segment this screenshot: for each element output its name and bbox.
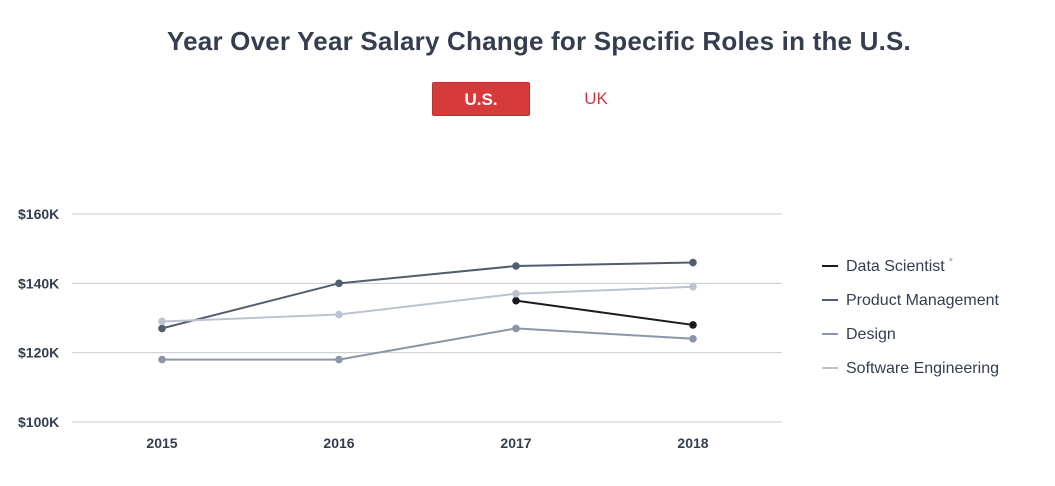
data-point[interactable] (512, 324, 520, 333)
series-lines (158, 258, 697, 364)
legend-item-product-management[interactable]: Product Management (822, 286, 999, 316)
legend-label: Data Scientist (846, 258, 945, 275)
x-tick-label: 2015 (146, 435, 177, 451)
series-line (161, 261, 694, 330)
region-toggle-us[interactable]: U.S. (432, 82, 530, 116)
data-point[interactable] (689, 258, 697, 267)
region-toggle-uk[interactable]: UK (584, 89, 608, 108)
y-tick-label: $140K (18, 275, 59, 291)
legend-swatch (822, 366, 838, 369)
series-line (162, 327, 694, 361)
legend-label: Product Management (846, 292, 999, 309)
data-point[interactable] (335, 355, 343, 364)
series-software-engineering (158, 283, 697, 326)
legend-item-data-scientist[interactable]: Data Scientist * (822, 252, 953, 282)
x-tick-label: 2017 (500, 435, 531, 451)
y-tick-label: $160K (18, 206, 59, 222)
series-data-scientist (512, 296, 697, 329)
series-line (515, 299, 694, 326)
data-point[interactable] (335, 279, 343, 288)
data-point[interactable] (512, 289, 520, 298)
data-point[interactable] (689, 335, 697, 343)
legend-label: Design (846, 326, 896, 343)
data-point[interactable] (512, 262, 520, 270)
asterisk-icon: * (948, 256, 953, 268)
legend-swatch (822, 332, 838, 335)
y-tick-label: $100K (18, 414, 59, 430)
grid-lines (72, 213, 782, 423)
x-tick-label: 2016 (323, 435, 354, 451)
series-product-management (158, 258, 697, 333)
data-point[interactable] (158, 317, 166, 326)
data-point[interactable] (689, 283, 697, 291)
chart-title: Year Over Year Salary Change for Specifi… (167, 26, 911, 56)
legend-item-design[interactable]: Design (822, 320, 896, 350)
legend-label: Software Engineering (846, 360, 999, 377)
y-tick-label: $120K (18, 345, 59, 361)
legend-swatch (822, 264, 838, 267)
y-axis: $100K $120K $140K $160K (18, 206, 59, 430)
data-point[interactable] (689, 321, 697, 329)
series-design (158, 324, 697, 364)
x-axis: 2015 2016 2017 2018 (146, 435, 708, 451)
data-point[interactable] (158, 324, 166, 333)
data-point[interactable] (512, 296, 520, 305)
data-point[interactable] (158, 355, 166, 364)
x-tick-label: 2018 (677, 435, 708, 451)
series-line (161, 285, 694, 323)
legend-swatch (822, 298, 838, 301)
legend-item-software-engineering[interactable]: Software Engineering (822, 354, 999, 384)
data-point[interactable] (335, 310, 343, 319)
